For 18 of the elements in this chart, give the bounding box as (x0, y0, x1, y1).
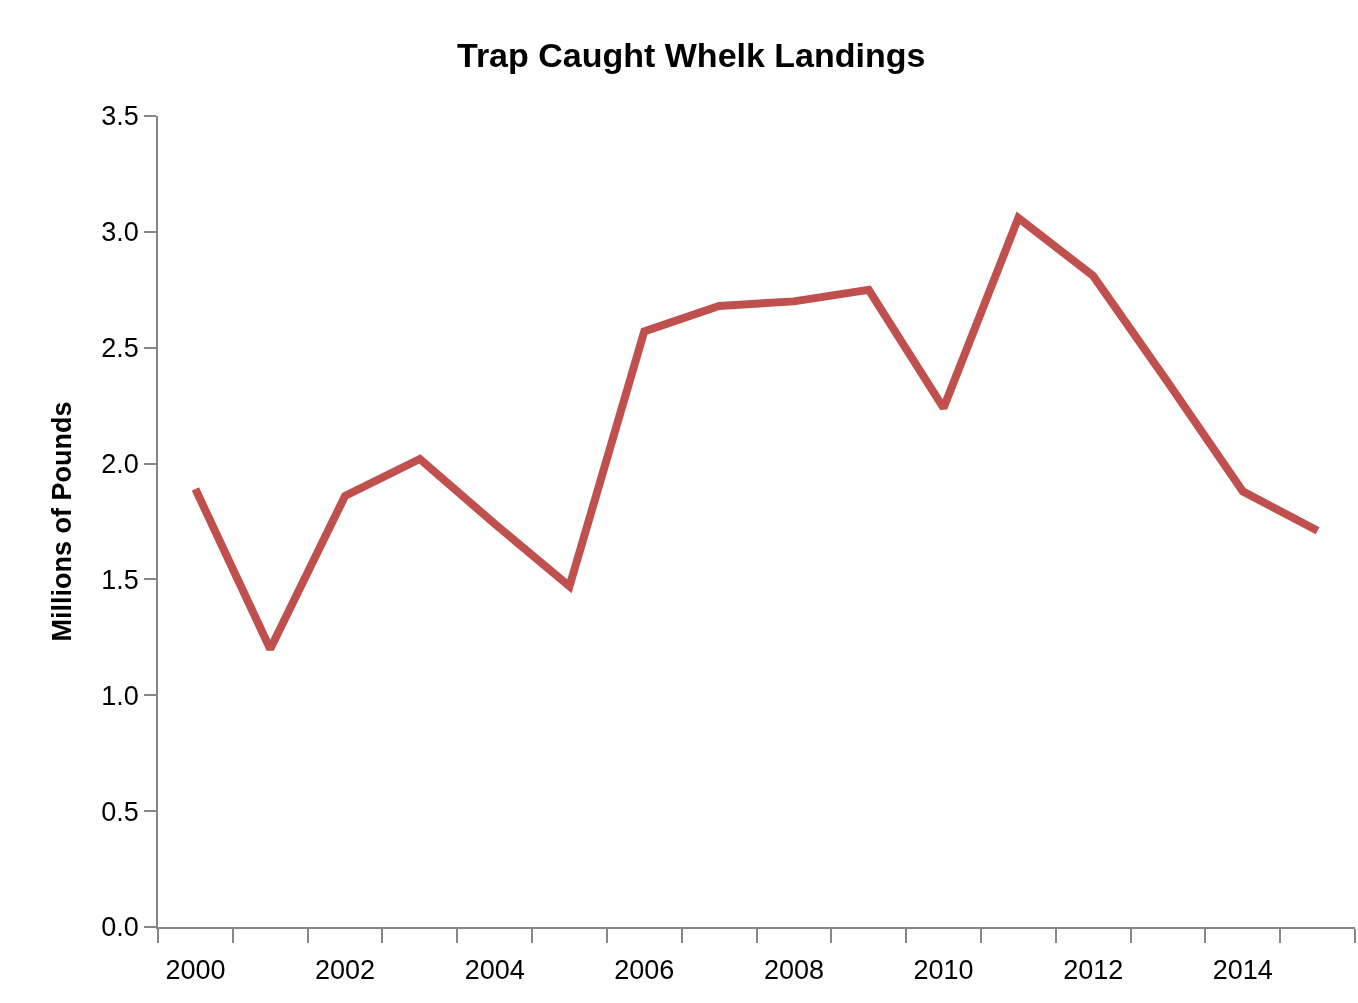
y-tick-label: 2.0 (101, 449, 139, 480)
y-tick-label: 0.0 (101, 912, 139, 943)
x-tick-label: 2004 (464, 955, 525, 986)
y-tick-label: 1.0 (101, 680, 139, 711)
y-tick-label: 3.5 (101, 101, 139, 132)
x-tick-label: 2000 (165, 955, 226, 986)
y-tick-label: 3.0 (101, 217, 139, 248)
y-tick-label: 2.5 (101, 333, 139, 364)
x-tick-label: 2014 (1212, 955, 1273, 986)
y-tick-label: 0.5 (101, 796, 139, 827)
chart-title: Trap Caught Whelk Landings (456, 36, 926, 75)
y-axis-title: Millions of Pounds (46, 401, 77, 642)
x-tick-label: 2006 (614, 955, 675, 986)
x-tick-label: 2002 (314, 955, 376, 986)
x-tick-label: 2008 (763, 955, 824, 986)
x-tick-label: 2012 (1063, 955, 1124, 986)
x-tick-label: 2010 (913, 955, 974, 986)
y-tick-label: 1.5 (101, 564, 139, 595)
